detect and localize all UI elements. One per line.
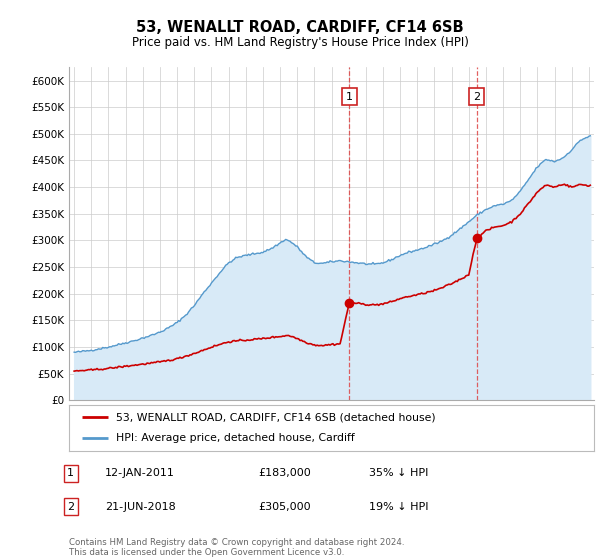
Text: 19% ↓ HPI: 19% ↓ HPI [369, 502, 428, 512]
Text: 2: 2 [473, 91, 481, 101]
Text: HPI: Average price, detached house, Cardiff: HPI: Average price, detached house, Card… [116, 433, 355, 444]
Text: 12-JAN-2011: 12-JAN-2011 [105, 468, 175, 478]
Text: 53, WENALLT ROAD, CARDIFF, CF14 6SB (detached house): 53, WENALLT ROAD, CARDIFF, CF14 6SB (det… [116, 412, 436, 422]
Text: Contains HM Land Registry data © Crown copyright and database right 2024.
This d: Contains HM Land Registry data © Crown c… [69, 538, 404, 557]
Text: 1: 1 [346, 91, 353, 101]
Text: £183,000: £183,000 [258, 468, 311, 478]
Text: 53, WENALLT ROAD, CARDIFF, CF14 6SB: 53, WENALLT ROAD, CARDIFF, CF14 6SB [136, 20, 464, 35]
Text: 1: 1 [67, 468, 74, 478]
Text: Price paid vs. HM Land Registry's House Price Index (HPI): Price paid vs. HM Land Registry's House … [131, 36, 469, 49]
Text: 35% ↓ HPI: 35% ↓ HPI [369, 468, 428, 478]
Text: £305,000: £305,000 [258, 502, 311, 512]
Text: 21-JUN-2018: 21-JUN-2018 [105, 502, 176, 512]
Text: 2: 2 [67, 502, 74, 512]
